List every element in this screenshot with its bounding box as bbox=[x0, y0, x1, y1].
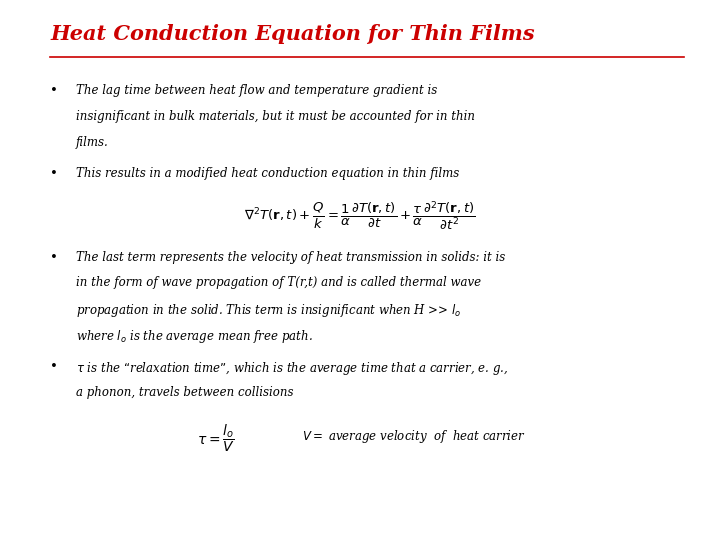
Text: where $l_o$ is the average mean free path.: where $l_o$ is the average mean free pat… bbox=[76, 328, 312, 345]
Text: •: • bbox=[50, 251, 58, 264]
Text: This results in a modified heat conduction equation in thin films: This results in a modified heat conducti… bbox=[76, 167, 459, 180]
Text: a phonon, travels between collisions: a phonon, travels between collisions bbox=[76, 386, 293, 399]
Text: $V =$ average velocity  of  heat carrier: $V =$ average velocity of heat carrier bbox=[302, 428, 526, 444]
Text: propagation in the solid. This term is insignificant when H >> $l_o$: propagation in the solid. This term is i… bbox=[76, 302, 461, 319]
Text: films.: films. bbox=[76, 136, 108, 148]
Text: •: • bbox=[50, 84, 58, 97]
Text: •: • bbox=[50, 360, 58, 373]
Text: •: • bbox=[50, 167, 58, 180]
Text: $\tau$ is the “relaxation time”, which is the average time that a carrier, e. g.: $\tau$ is the “relaxation time”, which i… bbox=[76, 360, 508, 376]
Text: $\nabla^2 T(\mathbf{r},t) + \dfrac{Q}{k} = \dfrac{1}{\alpha}\dfrac{\partial T(\m: $\nabla^2 T(\mathbf{r},t) + \dfrac{Q}{k}… bbox=[244, 199, 476, 232]
Text: $\tau = \dfrac{l_o}{V}$: $\tau = \dfrac{l_o}{V}$ bbox=[197, 422, 235, 454]
Text: Heat Conduction Equation for Thin Films: Heat Conduction Equation for Thin Films bbox=[50, 24, 535, 44]
Text: The lag time between heat flow and temperature gradient is: The lag time between heat flow and tempe… bbox=[76, 84, 437, 97]
Text: insignificant in bulk materials, but it must be accounted for in thin: insignificant in bulk materials, but it … bbox=[76, 110, 474, 123]
Text: in the form of wave propagation of T(r,t) and is called thermal wave: in the form of wave propagation of T(r,t… bbox=[76, 276, 481, 289]
Text: The last term represents the velocity of heat transmission in solids: it is: The last term represents the velocity of… bbox=[76, 251, 505, 264]
